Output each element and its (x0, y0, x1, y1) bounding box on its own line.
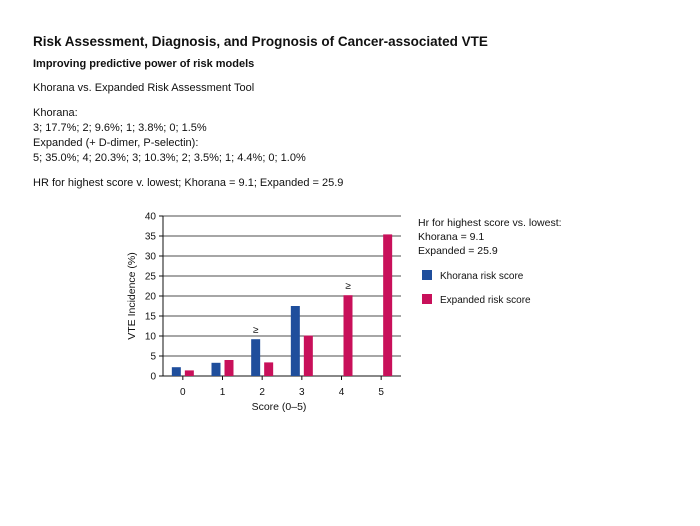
x-tick-label: 4 (339, 387, 345, 398)
bar-expanded-score-4 (343, 295, 353, 376)
bar-khorana-score-3 (290, 306, 300, 376)
side-note-line3: Expanded = 25.9 (418, 245, 498, 257)
x-tick-label: 0 (180, 387, 186, 398)
hazard-ratio-text: HR for highest score v. lowest; Khorana … (33, 177, 344, 189)
comparison-text: Khorana vs. Expanded Risk Assessment Too… (33, 82, 255, 94)
y-tick-label: 0 (150, 372, 156, 383)
y-tick-label: 40 (145, 212, 157, 223)
x-tick-label: 3 (299, 387, 305, 398)
y-tick-label: 20 (145, 292, 157, 303)
bars (171, 234, 393, 376)
bar-khorana-score-2 (251, 339, 261, 376)
bar-expanded-score-3 (303, 335, 313, 376)
gridlines (163, 215, 401, 357)
y-axis-label: VTE Incidence (%) (126, 252, 138, 340)
x-tick-label: 1 (220, 387, 226, 398)
side-note-line2: Khorana = 9.1 (418, 231, 484, 243)
bar-expanded-score-1 (224, 360, 234, 376)
bar-expanded-score-5 (383, 234, 393, 376)
y-tick-label: 30 (145, 252, 157, 263)
legend-label-khorana: Khorana risk score (440, 271, 524, 282)
bar-khorana-score-0 (171, 367, 181, 376)
y-tick-label: 15 (145, 312, 157, 323)
bar-expanded-score-0 (184, 370, 194, 376)
legend-swatch-khorana (422, 270, 432, 280)
annotations: ≥≥ (253, 281, 351, 336)
legend-swatch-expanded (422, 294, 432, 304)
x-tick-label: 5 (378, 387, 384, 398)
annotation-label: ≥ (253, 325, 259, 336)
expanded-heading: Expanded (+ D-dimer, P-selectin): (33, 137, 199, 149)
x-tick-label: 2 (259, 387, 265, 398)
side-note-line1: Hr for highest score vs. lowest: (418, 217, 562, 229)
annotation-label: ≥ (345, 281, 351, 292)
legend-label-expanded: Expanded risk score (440, 295, 531, 306)
slide-subtitle: Improving predictive power of risk model… (33, 58, 255, 70)
y-tick-label: 25 (145, 272, 157, 283)
expanded-values: 5; 35.0%; 4; 20.3%; 3; 10.3%; 2; 3.5%; 1… (33, 152, 306, 164)
y-tick-label: 35 (145, 232, 157, 243)
slide-title: Risk Assessment, Diagnosis, and Prognosi… (33, 34, 488, 49)
y-tick-label: 5 (150, 352, 156, 363)
bar-khorana-score-1 (211, 362, 221, 376)
x-tick-labels: 0 1 2 3 4 5 (180, 376, 384, 398)
x-axis-label: Score (0–5) (252, 401, 307, 413)
khorana-values: 3; 17.7%; 2; 9.6%; 1; 3.8%; 0; 1.5% (33, 122, 207, 134)
y-tick-labels: 0 5 10 15 20 25 30 35 40 (145, 212, 163, 383)
khorana-heading: Khorana: (33, 107, 78, 119)
bar-expanded-score-2 (264, 362, 274, 376)
y-tick-label: 10 (145, 332, 157, 343)
